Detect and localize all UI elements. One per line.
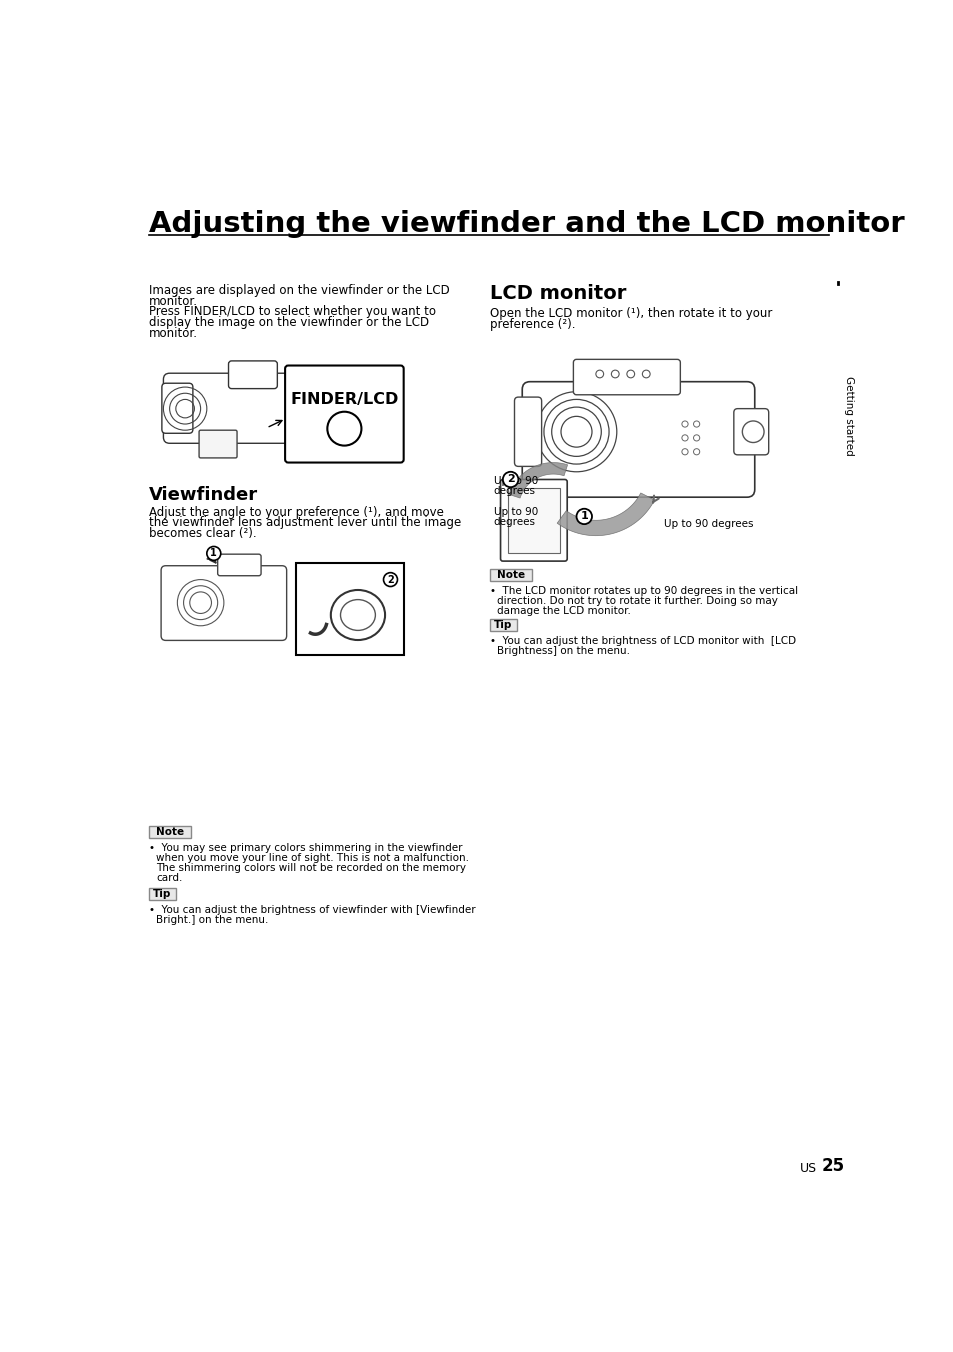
Polygon shape [557,493,654,535]
FancyBboxPatch shape [733,408,768,454]
FancyBboxPatch shape [161,565,286,641]
Text: Viewfinder: Viewfinder [149,485,257,504]
Circle shape [207,546,220,560]
Text: 1: 1 [211,549,217,558]
Text: Adjust the angle to your preference (¹), and move: Adjust the angle to your preference (¹),… [149,506,443,519]
Text: Up to 90 degrees: Up to 90 degrees [663,519,753,529]
Text: direction. Do not try to rotate it further. Doing so may: direction. Do not try to rotate it furth… [497,596,778,606]
FancyBboxPatch shape [149,887,175,900]
FancyBboxPatch shape [217,554,261,576]
Text: Tip: Tip [493,621,512,630]
Text: degrees: degrees [493,487,535,496]
Text: Adjusting the viewfinder and the LCD monitor: Adjusting the viewfinder and the LCD mon… [149,210,903,238]
Text: Open the LCD monitor (¹), then rotate it to your: Open the LCD monitor (¹), then rotate it… [489,307,771,320]
FancyBboxPatch shape [521,381,754,498]
Text: Up to 90: Up to 90 [493,507,537,518]
FancyBboxPatch shape [573,360,679,395]
Text: Tip: Tip [152,888,171,899]
Text: FINDER/LCD: FINDER/LCD [290,392,398,407]
Text: 1: 1 [579,511,587,522]
Circle shape [502,472,517,487]
Polygon shape [509,462,567,498]
Text: Getting started: Getting started [843,376,853,456]
Text: preference (²).: preference (²). [489,318,575,331]
FancyBboxPatch shape [489,569,532,581]
Text: becomes clear (²).: becomes clear (²). [149,527,256,541]
Text: Images are displayed on the viewfinder or the LCD: Images are displayed on the viewfinder o… [149,284,449,297]
Text: •  You may see primary colors shimmering in the viewfinder: • You may see primary colors shimmering … [149,842,461,853]
Text: the viewfinder lens adjustment lever until the image: the viewfinder lens adjustment lever unt… [149,516,460,530]
Text: Brightness] on the menu.: Brightness] on the menu. [497,646,630,656]
Text: Bright.] on the menu.: Bright.] on the menu. [156,914,269,925]
Text: degrees: degrees [493,518,535,527]
Text: monitor.: monitor. [149,295,197,308]
FancyBboxPatch shape [285,365,403,462]
FancyBboxPatch shape [296,391,322,423]
Text: Up to 90: Up to 90 [493,476,537,487]
FancyBboxPatch shape [295,562,404,654]
Text: Note: Note [497,571,524,580]
Text: 2: 2 [506,475,514,484]
Text: monitor.: monitor. [149,327,197,339]
FancyBboxPatch shape [149,826,192,838]
Circle shape [576,508,592,525]
FancyBboxPatch shape [507,488,559,553]
Text: The shimmering colors will not be recorded on the memory: The shimmering colors will not be record… [156,863,466,873]
Text: 25: 25 [821,1157,843,1175]
Text: card.: card. [156,873,183,883]
FancyBboxPatch shape [514,397,541,466]
Text: Press FINDER/LCD to select whether you want to: Press FINDER/LCD to select whether you w… [149,306,436,319]
Text: •  You can adjust the brightness of LCD monitor with  [LCD: • You can adjust the brightness of LCD m… [489,635,795,646]
FancyBboxPatch shape [199,430,236,458]
FancyBboxPatch shape [229,361,277,388]
Text: US: US [799,1161,816,1175]
Text: Note: Note [155,827,184,837]
Text: •  You can adjust the brightness of viewfinder with [Viewfinder: • You can adjust the brightness of viewf… [149,904,475,914]
Text: damage the LCD monitor.: damage the LCD monitor. [497,606,631,615]
FancyBboxPatch shape [489,619,517,631]
Text: •  The LCD monitor rotates up to 90 degrees in the vertical: • The LCD monitor rotates up to 90 degre… [489,585,797,596]
FancyBboxPatch shape [500,480,567,561]
Text: display the image on the viewfinder or the LCD: display the image on the viewfinder or t… [149,316,429,330]
Text: when you move your line of sight. This is not a malfunction.: when you move your line of sight. This i… [156,853,469,863]
FancyBboxPatch shape [163,373,315,443]
FancyBboxPatch shape [162,383,193,433]
Text: LCD monitor: LCD monitor [489,284,625,303]
Text: 2: 2 [387,575,394,584]
Circle shape [383,573,397,587]
